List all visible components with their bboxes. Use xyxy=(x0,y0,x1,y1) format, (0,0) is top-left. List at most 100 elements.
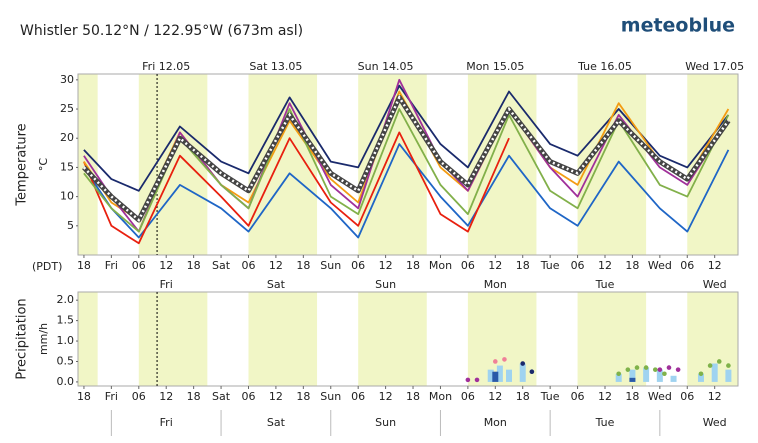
x-tick-label: Tue xyxy=(540,390,560,403)
x-tick-label: 18 xyxy=(516,390,530,403)
precip-bar xyxy=(629,377,636,382)
y-tick-label: 20 xyxy=(60,131,74,144)
day-label: Tue xyxy=(595,278,615,291)
x-tick-label: 18 xyxy=(406,390,420,403)
x-tick-label: 06 xyxy=(461,259,475,272)
day-label: Mon 15.05 xyxy=(466,60,524,73)
plot-frame xyxy=(77,291,739,387)
x-tick-label: 12 xyxy=(269,259,283,272)
x-tick-label: 06 xyxy=(680,390,694,403)
precip-dot xyxy=(716,359,722,364)
x-tick-label: 18 xyxy=(625,259,639,272)
y-tick-label: 5 xyxy=(67,219,74,232)
precip-bar xyxy=(656,369,663,382)
x-tick-label: 18 xyxy=(625,390,639,403)
day-label-bottom: Mon xyxy=(484,416,507,429)
daylight xyxy=(248,292,318,386)
precip-bar xyxy=(725,369,732,382)
x-tick-label: Mon xyxy=(429,390,452,403)
x-tick-label: 06 xyxy=(680,259,694,272)
precip-dot xyxy=(634,365,640,370)
x-tick-label: 12 xyxy=(598,390,612,403)
temperature-line xyxy=(83,78,730,233)
day-label-bottom: Tue xyxy=(595,416,615,429)
y-axis-title: Temperature xyxy=(15,123,30,206)
day-label: Fri xyxy=(160,278,173,291)
day-label-bottom: Fri xyxy=(160,416,173,429)
timezone: (PDT) xyxy=(32,260,62,273)
temperature-line xyxy=(83,84,730,192)
x-tick-label: 06 xyxy=(351,390,365,403)
precip-dot xyxy=(675,367,681,372)
day-label-bottom: Sat xyxy=(267,416,286,429)
x-tick-label: Wed xyxy=(648,259,672,272)
day-label: Sat 13.05 xyxy=(249,60,302,73)
x-tick-label: 06 xyxy=(351,259,365,272)
daylight xyxy=(78,74,98,255)
x-tick-label: Sun xyxy=(320,390,341,403)
x-tick-label: 06 xyxy=(241,259,255,272)
x-tick-label: 12 xyxy=(269,390,283,403)
day-label: Tue 16.05 xyxy=(577,60,632,73)
precip-bar xyxy=(629,369,636,382)
precip-bar xyxy=(615,373,622,382)
x-tick-label: 18 xyxy=(187,390,201,403)
precip-dot xyxy=(698,371,704,377)
day-label-bottom: Wed xyxy=(703,416,727,429)
day-label: Sun xyxy=(375,278,396,291)
x-tick-label: 06 xyxy=(241,390,255,403)
plot-frame xyxy=(77,73,739,256)
precip-bar xyxy=(487,369,494,382)
x-tick-label: 06 xyxy=(571,259,585,272)
precip-dot xyxy=(625,367,631,372)
x-tick-label: 12 xyxy=(488,390,502,403)
x-tick-label: Mon xyxy=(429,259,452,272)
y-tick-label: 15 xyxy=(60,160,74,173)
precip-dot xyxy=(502,357,507,362)
precip-dot xyxy=(662,371,667,377)
day-label: Wed xyxy=(703,278,727,291)
x-tick-label: 12 xyxy=(379,390,393,403)
x-tick-label: Fri xyxy=(105,259,118,272)
precip-bar xyxy=(496,365,503,382)
daylight xyxy=(78,292,98,386)
chart-title: Whistler 50.12°N / 122.95°W (673m asl) xyxy=(20,23,303,39)
x-tick-label: Sun xyxy=(320,259,341,272)
day-label: Mon xyxy=(484,278,507,291)
x-tick-label: Sat xyxy=(212,390,231,403)
x-tick-label: 12 xyxy=(488,259,502,272)
y-tick-label: 10 xyxy=(60,190,74,203)
precip-bar xyxy=(711,363,718,382)
x-tick-label: 18 xyxy=(296,259,310,272)
precip-dot xyxy=(474,377,480,383)
precip-bar xyxy=(519,363,526,382)
x-tick-label: Fri xyxy=(105,390,118,403)
precip-bar xyxy=(697,373,704,382)
day-label: Wed 17.05 xyxy=(685,60,744,73)
y-tick-label: 1.5 xyxy=(57,314,75,327)
x-tick-label: Sat xyxy=(212,259,231,272)
x-tick-label: 18 xyxy=(77,259,91,272)
precip-bar xyxy=(506,369,513,382)
precip-dot xyxy=(492,359,498,364)
x-tick-label: 12 xyxy=(708,390,722,403)
precip-bar xyxy=(643,367,650,382)
precip-dot xyxy=(520,361,526,366)
y-tick-label: 0.0 xyxy=(57,375,75,388)
y-axis-title: Precipitation xyxy=(15,298,30,379)
daylight xyxy=(577,292,647,386)
temperature-mean-dots xyxy=(82,94,730,222)
precip-dot xyxy=(529,369,535,374)
x-tick-label: 18 xyxy=(187,259,201,272)
x-tick-label: 12 xyxy=(159,390,173,403)
x-tick-label: 12 xyxy=(379,259,393,272)
temperature-line xyxy=(83,143,730,239)
daylight xyxy=(577,74,647,255)
precip-bar xyxy=(670,375,677,382)
y-tick-label: 1.0 xyxy=(57,334,75,347)
x-tick-label: 12 xyxy=(159,259,173,272)
logo[interactable]: meteoblue xyxy=(621,15,735,37)
x-tick-label: 18 xyxy=(77,390,91,403)
x-tick-label: 18 xyxy=(296,390,310,403)
x-tick-label: 06 xyxy=(132,259,146,272)
